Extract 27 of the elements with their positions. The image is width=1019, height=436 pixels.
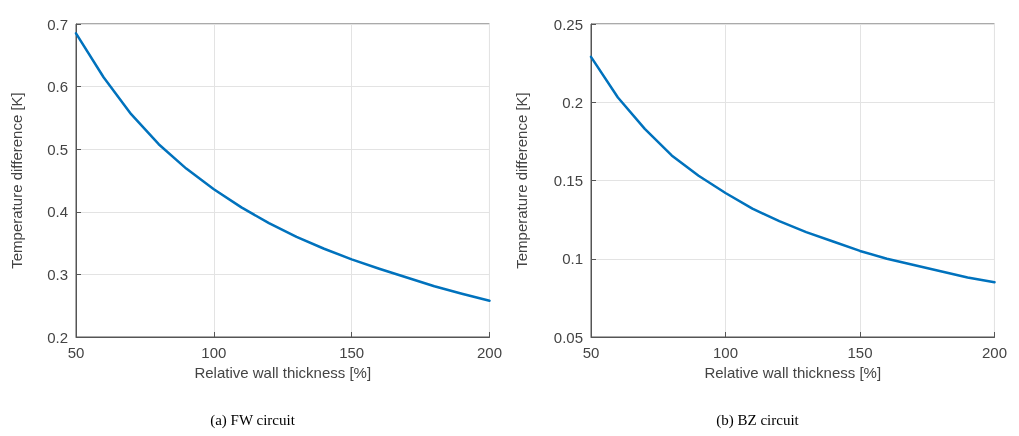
x-tick-label: 100	[201, 344, 227, 361]
y-tick-label: 0.25	[553, 15, 583, 33]
y-axis-title: Temperature difference [K]	[513, 92, 530, 269]
line-series	[74, 32, 491, 302]
y-tick-label: 0.3	[47, 265, 68, 283]
x-tick-label: 100	[712, 344, 739, 361]
x-axis-title: Relative wall thickness [%]	[704, 363, 882, 381]
x-tick-label: 150	[847, 344, 873, 361]
y-tick-label: 0.5	[47, 140, 68, 158]
y-tick-label: 0.1	[562, 250, 583, 268]
x-tick-label: 200	[476, 344, 502, 361]
text: (b) BZ circuit	[716, 411, 800, 429]
y-tick-label: 0.2	[562, 93, 583, 111]
text: (a) FW circuit	[210, 411, 296, 429]
x-tick-label: 50	[582, 344, 600, 361]
y-tick-label: 0.4	[47, 203, 68, 221]
y-tick-label: 0.05	[553, 328, 583, 346]
x-tick-label: 150	[339, 344, 365, 361]
y-axis-title: Temperature difference [K]	[8, 92, 25, 269]
x-tick-label: 200	[981, 344, 1007, 361]
x-tick-label: 50	[67, 344, 85, 361]
y-tick-label: 0.15	[553, 172, 583, 189]
line-series	[589, 55, 996, 284]
y-tick-label: 0.6	[47, 78, 68, 96]
y-tick-label: 0.7	[47, 15, 68, 33]
y-tick-label: 0.2	[47, 328, 68, 346]
x-axis-title: Relative wall thickness [%]	[194, 363, 372, 381]
